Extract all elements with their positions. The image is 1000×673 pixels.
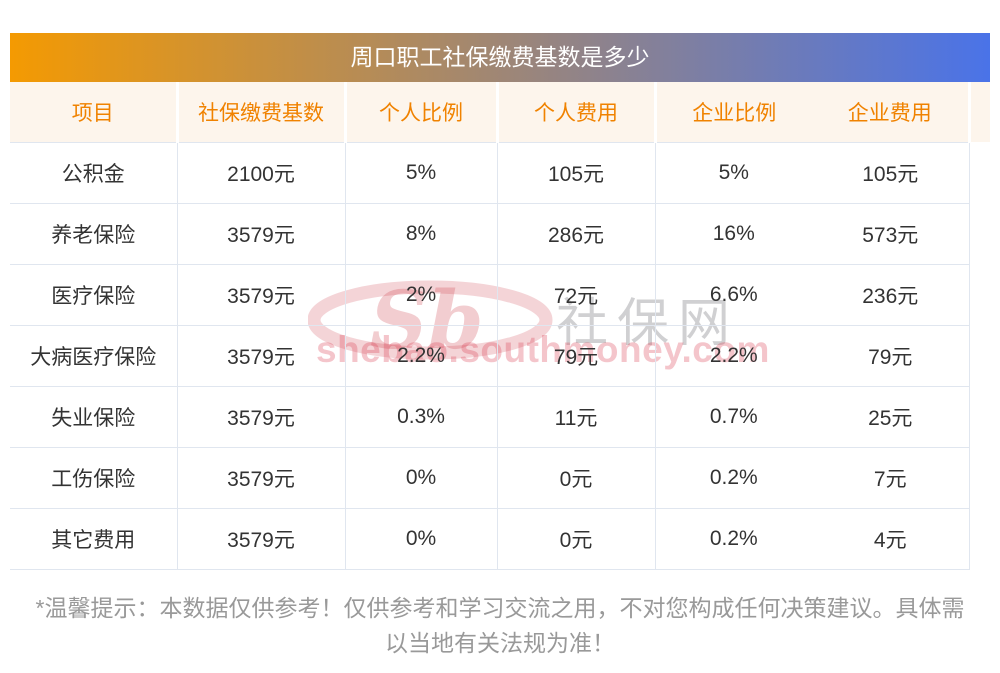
col-header-company-fee: 企业费用 bbox=[812, 82, 971, 143]
table-cell: 0% bbox=[345, 447, 498, 509]
table-cell: 0.3% bbox=[345, 386, 498, 448]
table-cell: 3579元 bbox=[177, 386, 346, 448]
table-cell: 105元 bbox=[497, 142, 656, 204]
table-cell: 79元 bbox=[812, 325, 970, 387]
table-cell: 2.2% bbox=[345, 325, 498, 387]
row-spacer-cell bbox=[969, 325, 990, 386]
col-header-personal-fee: 个人费用 bbox=[497, 82, 657, 143]
table-cell: 286元 bbox=[497, 203, 656, 265]
table-cell: 0元 bbox=[497, 447, 656, 509]
table-cell: 失业保险 bbox=[10, 386, 178, 448]
table-cell: 3579元 bbox=[177, 325, 346, 387]
table-cell: 3579元 bbox=[177, 508, 346, 570]
table-cell: 大病医疗保险 bbox=[10, 325, 178, 387]
table-cell: 2100元 bbox=[177, 142, 346, 204]
header-row: 项目 社保缴费基数 个人比例 个人费用 企业比例 企业费用 bbox=[10, 82, 990, 143]
col-header-company-ratio: 企业比例 bbox=[655, 82, 812, 143]
table-cell: 5% bbox=[655, 142, 812, 204]
header-spacer-cell bbox=[969, 82, 990, 142]
table-cell: 0% bbox=[345, 508, 498, 570]
table-row-other-fees: 其它费用 3579元 0% 0元 0.2% 4元 bbox=[10, 508, 990, 570]
table-cell: 0元 bbox=[497, 508, 656, 570]
table-row-pension: 养老保险 3579元 8% 286元 16% 573元 bbox=[10, 203, 990, 265]
col-header-project: 项目 bbox=[10, 82, 179, 143]
table-cell: 公积金 bbox=[10, 142, 178, 204]
col-header-contribution-base: 社保缴费基数 bbox=[177, 82, 347, 143]
table-row-serious-illness: 大病医疗保险 3579元 2.2% 79元 2.2% 79元 bbox=[10, 325, 990, 387]
table-cell: 8% bbox=[345, 203, 498, 265]
table-cell: 72元 bbox=[497, 264, 656, 326]
table-cell: 4元 bbox=[812, 508, 970, 570]
table-row-unemployment: 失业保险 3579元 0.3% 11元 0.7% 25元 bbox=[10, 386, 990, 448]
table-cell: 养老保险 bbox=[10, 203, 178, 265]
table-cell: 5% bbox=[345, 142, 498, 204]
social-security-table: 项目 社保缴费基数 个人比例 个人费用 企业比例 企业费用 公积金 2100元 … bbox=[10, 82, 990, 570]
table-cell: 11元 bbox=[497, 386, 656, 448]
col-header-personal-ratio: 个人比例 bbox=[345, 82, 499, 143]
page-title: 周口职工社保缴费基数是多少 bbox=[10, 33, 990, 82]
row-spacer-cell bbox=[969, 386, 990, 447]
table-cell: 105元 bbox=[812, 142, 970, 204]
table-cell: 236元 bbox=[812, 264, 970, 326]
table-cell: 0.7% bbox=[655, 386, 812, 448]
table-cell: 其它费用 bbox=[10, 508, 178, 570]
table-cell: 6.6% bbox=[655, 264, 812, 326]
table-cell: 3579元 bbox=[177, 447, 346, 509]
table-cell: 573元 bbox=[812, 203, 970, 265]
row-spacer-cell bbox=[969, 203, 990, 264]
disclaimer-note: *温馨提示：本数据仅供参考！仅供参考和学习交流之用，不对您构成任何决策建议。具体… bbox=[0, 591, 1000, 661]
table-row-medical: 医疗保险 3579元 2% 72元 6.6% 236元 bbox=[10, 264, 990, 326]
table-cell: 工伤保险 bbox=[10, 447, 178, 509]
table-cell: 0.2% bbox=[655, 447, 812, 509]
table-cell: 3579元 bbox=[177, 264, 346, 326]
row-spacer-cell bbox=[969, 142, 990, 203]
table-cell: 7元 bbox=[812, 447, 970, 509]
table-row-work-injury: 工伤保险 3579元 0% 0元 0.2% 7元 bbox=[10, 447, 990, 509]
row-spacer-cell bbox=[969, 508, 990, 569]
table-cell: 0.2% bbox=[655, 508, 812, 570]
table-cell: 医疗保险 bbox=[10, 264, 178, 326]
table-cell: 2% bbox=[345, 264, 498, 326]
disclaimer-line-2: 以当地有关法规为准！ bbox=[385, 630, 615, 656]
row-spacer-cell bbox=[969, 264, 990, 325]
table-cell: 25元 bbox=[812, 386, 970, 448]
table-row-housing-fund: 公积金 2100元 5% 105元 5% 105元 bbox=[10, 142, 990, 204]
table-cell: 79元 bbox=[497, 325, 656, 387]
table-cell: 16% bbox=[655, 203, 812, 265]
table-cell: 3579元 bbox=[177, 203, 346, 265]
row-spacer-cell bbox=[969, 447, 990, 508]
table-cell: 2.2% bbox=[655, 325, 812, 387]
disclaimer-line-1: *温馨提示：本数据仅供参考！仅供参考和学习交流之用，不对您构成任何决策建议。具体… bbox=[35, 595, 965, 621]
